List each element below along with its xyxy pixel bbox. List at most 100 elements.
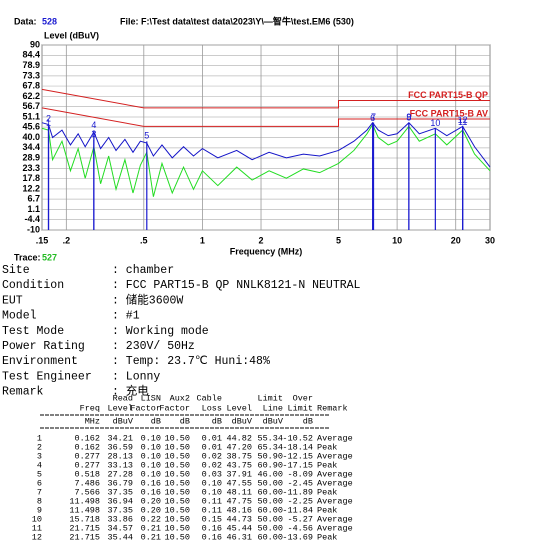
x-tick-label: .5	[140, 235, 148, 245]
table-cell: 0.277	[74, 460, 100, 470]
table-header: Line	[263, 403, 283, 413]
limit-line	[41, 88, 490, 109]
table-cell: 4	[37, 460, 42, 470]
table-cell: 10.50	[164, 523, 190, 533]
x-tick-label: 2	[259, 235, 264, 245]
table-cell: Average	[317, 433, 353, 443]
table-cell: 0.162	[74, 442, 100, 452]
table-cell: 60.00	[257, 487, 283, 497]
info-key: Test Mode	[2, 325, 64, 338]
table-cell: 0.01	[202, 433, 222, 443]
table-cell: 10	[32, 514, 42, 524]
table-cell: 10.50	[164, 514, 190, 524]
data-value: 528	[42, 16, 57, 26]
table-cell: Average	[317, 478, 353, 488]
table-unit: dBuV	[263, 416, 284, 426]
table-cell: 0.11	[202, 496, 222, 506]
table-cell: 50.00	[257, 514, 283, 524]
y-tick-label: 12.2	[22, 183, 40, 193]
table-cell: Average	[317, 514, 353, 524]
x-tick-label: 10	[392, 235, 402, 245]
data-label: Data:	[14, 16, 37, 26]
y-tick-label: 34.4	[22, 142, 40, 152]
y-tick-label: 73.3	[22, 70, 40, 80]
table-cell: 10.50	[164, 433, 190, 443]
table-unit: dBuV	[113, 416, 134, 426]
table-cell: Average	[317, 496, 353, 506]
table-cell: -2.25	[287, 496, 313, 506]
y-tick-label: 51.1	[22, 111, 40, 121]
table-cell: 10.50	[164, 442, 190, 452]
marker-label: 2	[46, 114, 51, 124]
x-tick-label: .2	[63, 235, 71, 245]
table-cell: 60.90	[257, 460, 283, 470]
table-header: Cable	[196, 393, 222, 403]
y-tick-label: -10	[27, 224, 40, 234]
table-cell: 0.15	[202, 514, 222, 524]
table-cell: 0.10	[141, 433, 161, 443]
marker-label: 5	[144, 131, 149, 141]
trace-line	[41, 121, 491, 168]
table-cell: 35.44	[107, 532, 133, 542]
info-key: Condition	[2, 279, 64, 292]
table-cell: 21.715	[69, 523, 100, 533]
table-cell: 0.01	[202, 442, 222, 452]
table-cell: 28.13	[107, 451, 133, 461]
info-key: Test Engineer	[2, 370, 92, 383]
table-cell: -11.84	[282, 505, 313, 515]
y-tick-label: 56.7	[22, 101, 40, 111]
table-cell: Average	[317, 469, 353, 479]
table-cell: 0.518	[74, 469, 100, 479]
table-cell: 0.162	[74, 433, 100, 443]
table-cell: 0.16	[202, 523, 222, 533]
table-unit: dB	[303, 416, 313, 426]
table-cell: 55.34	[257, 433, 283, 443]
table-cell: 10.50	[164, 469, 190, 479]
info-value: : 充电	[112, 384, 149, 399]
y-tick-label: 40.0	[22, 132, 40, 142]
table-cell: 7	[37, 487, 42, 497]
table-header: Level	[226, 403, 252, 413]
table-cell: 0.22	[141, 514, 161, 524]
table-cell: 50.00	[257, 478, 283, 488]
limit-label: FCC PART15-B QP	[408, 90, 488, 100]
file-path: File: F:\Test data\test data\2023\Y\—智牛\…	[120, 15, 354, 26]
info-value: : 230V/ 50Hz	[112, 340, 195, 353]
x-axis-label: Frequency (MHz)	[230, 246, 303, 256]
y-tick-label: 23.3	[22, 163, 40, 173]
table-cell: 10.50	[164, 496, 190, 506]
table-cell: Peak	[317, 487, 337, 497]
table-cell: 0.16	[202, 532, 222, 542]
info-key: Remark	[2, 386, 44, 399]
table-cell: 10.50	[164, 532, 190, 542]
table-cell: 5	[37, 469, 42, 479]
marker-label: 12	[458, 115, 468, 125]
table-cell: 7.486	[74, 478, 100, 488]
table-cell: 10.50	[164, 460, 190, 470]
table-cell: 0.277	[74, 451, 100, 461]
table-cell: 7.566	[74, 487, 100, 497]
table-cell: 47.75	[226, 496, 252, 506]
table-cell: Average	[317, 523, 353, 533]
table-cell: 0.10	[202, 487, 222, 497]
table-header: LISN	[141, 393, 161, 403]
table-cell: 33.86	[107, 514, 133, 524]
table-cell: 43.75	[226, 460, 252, 470]
table-header: Remark	[317, 403, 348, 413]
info-value: : 储能3600W	[112, 292, 183, 307]
trace-value: 527	[42, 252, 57, 262]
table-cell: 37.35	[107, 505, 133, 515]
table-cell: Peak	[317, 505, 337, 515]
table-cell: 10.50	[164, 478, 190, 488]
table-cell: 36.94	[107, 496, 133, 506]
table-cell: 0.10	[141, 469, 161, 479]
table-cell: 0.03	[202, 469, 222, 479]
info-key: Model	[2, 310, 37, 323]
table-header: Limit	[257, 393, 283, 403]
table-cell: 48.16	[226, 505, 252, 515]
table-cell: Average	[317, 451, 353, 461]
table-cell: 65.34	[257, 442, 283, 452]
info-value: : #1	[112, 310, 140, 323]
info-key: Power Rating	[2, 340, 85, 353]
